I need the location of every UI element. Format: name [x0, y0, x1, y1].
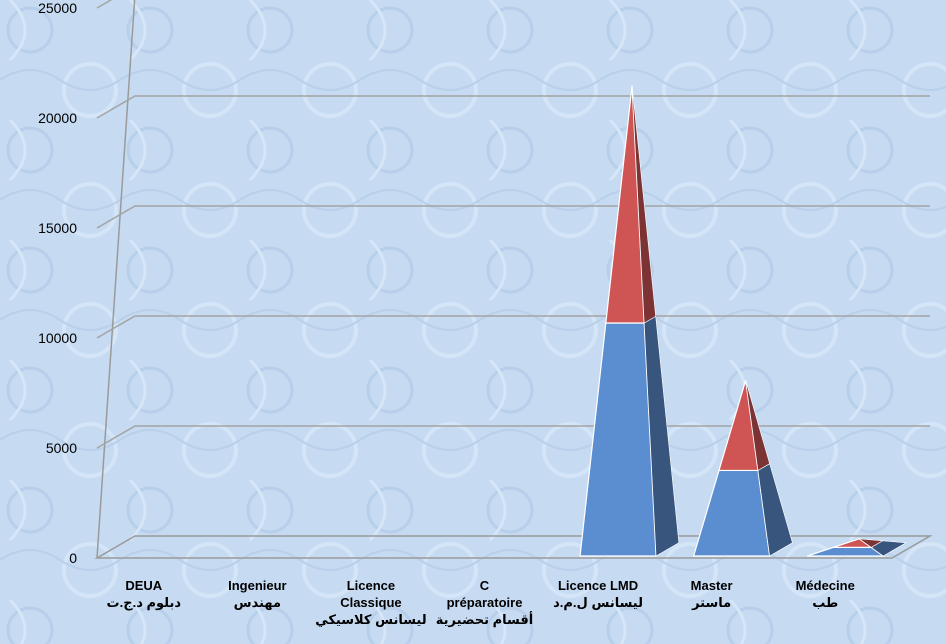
gridline	[96, 205, 930, 229]
x-category-label: Ingenieur مهندس	[228, 578, 287, 610]
y-tick-label: 10000	[38, 330, 77, 346]
x-axis-labels: DEUA دبلوم د.ج.ت Ingenieur مهندس Licence Clas…	[107, 578, 855, 628]
pyramid-bars	[579, 85, 907, 557]
gridline	[96, 315, 930, 339]
gridline	[96, 0, 113, 9]
y-tick-label: 0	[69, 550, 77, 566]
y-tick-label: 25000	[38, 0, 77, 16]
y-axis-ticks: 0 5000 10000 15000 20000 25000	[38, 0, 77, 566]
x-category-label: Licence LMD ليسانس ل.م.د	[553, 578, 643, 611]
x-category-label: Médecine طب	[796, 578, 855, 610]
pyramid-segment-side	[745, 380, 770, 471]
pyramid-segment-side	[858, 538, 884, 548]
wall-left-edge	[96, 0, 136, 559]
y-tick-label: 5000	[46, 440, 77, 456]
x-category-label: Master ماستر	[691, 578, 733, 610]
gridline	[96, 95, 930, 119]
y-tick-label: 20000	[38, 110, 77, 126]
x-category-label: Licence Classique ليسانس كلاسيكي	[315, 578, 426, 627]
pyramid-segment-side	[631, 85, 657, 324]
chart-walls	[94, 0, 933, 559]
x-category-label: DEUA دبلوم د.ج.ت	[107, 578, 182, 611]
y-tick-label: 15000	[38, 220, 77, 236]
chart-floor	[94, 535, 933, 559]
